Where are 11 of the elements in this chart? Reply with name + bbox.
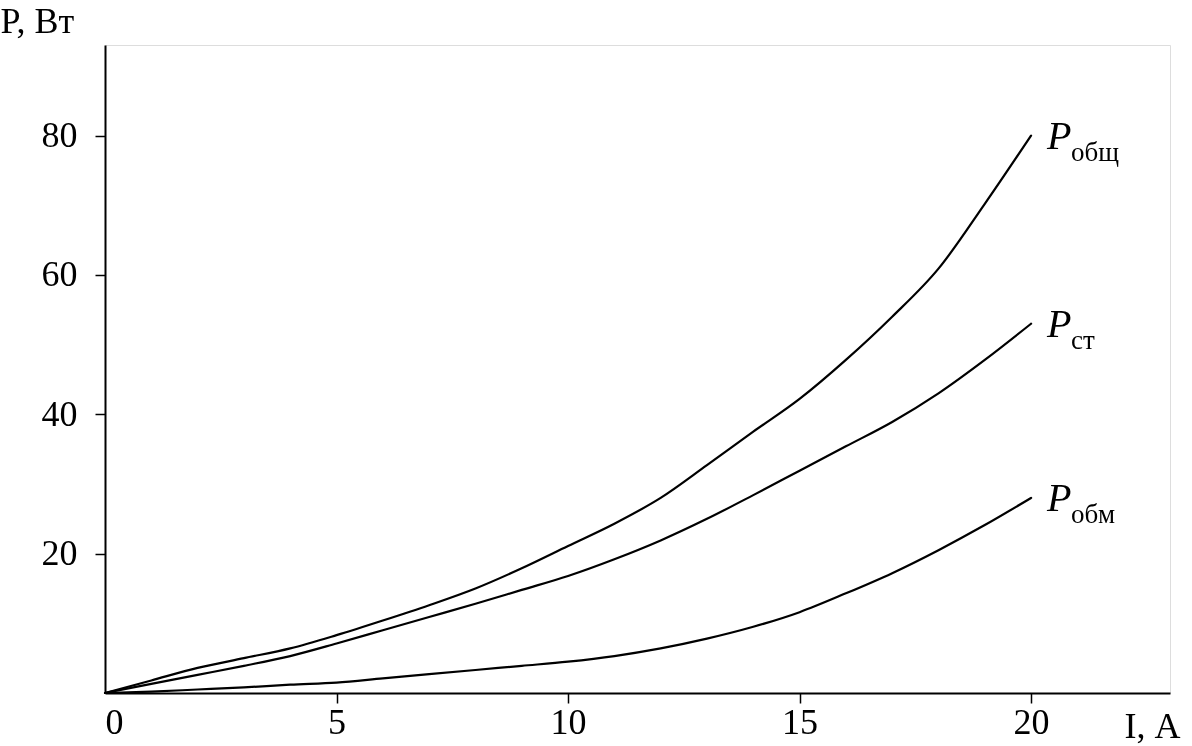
y-tick-label: 80 [41,115,78,156]
x-tick-label: 15 [782,701,819,742]
y-tick-label: 40 [41,393,78,434]
y-axis-title: P, Вт [0,0,75,41]
y-tick-label: 20 [41,533,78,574]
x-tick-label: 5 [328,701,347,742]
x-tick-label: 0 [105,701,124,742]
x-tick-label: 10 [550,701,587,742]
y-tick-label: 60 [41,254,78,295]
x-tick-label: 20 [1013,701,1050,742]
x-axis-title: I, А [1124,705,1181,746]
